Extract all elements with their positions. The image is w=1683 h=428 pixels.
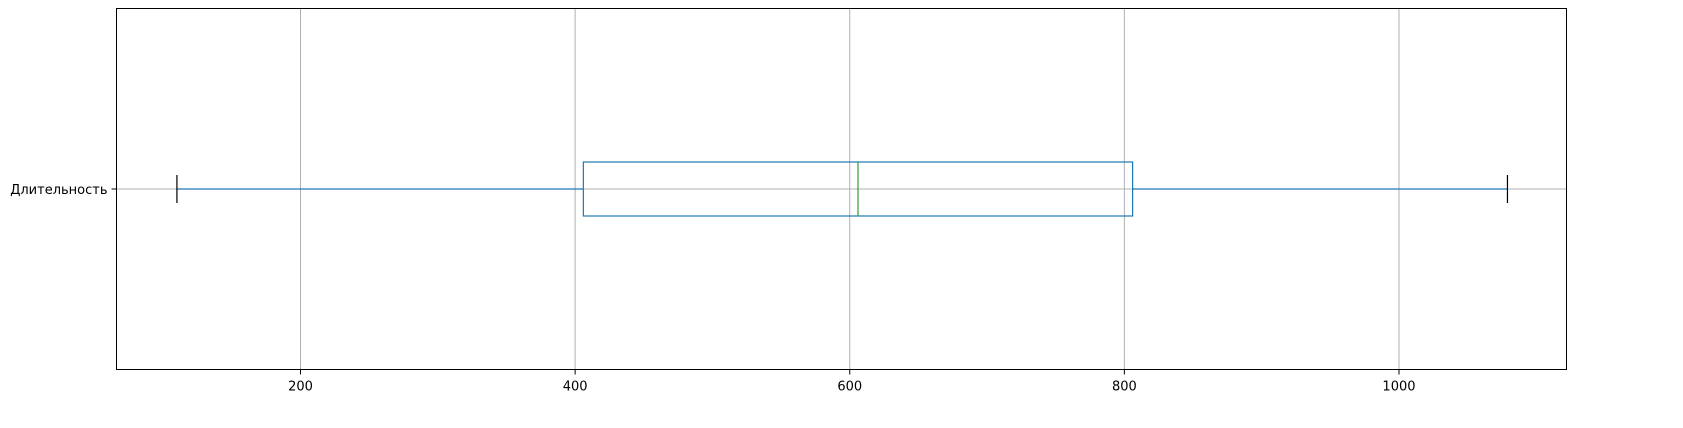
y-axis: Длительность bbox=[10, 183, 117, 198]
x-tick-label: 800 bbox=[1112, 380, 1137, 395]
x-tick-label: 200 bbox=[288, 380, 313, 395]
x-axis: 200 400 600 800 1000 bbox=[288, 369, 1416, 395]
x-tick-label: 600 bbox=[837, 380, 862, 395]
x-tick-label: 400 bbox=[563, 380, 588, 395]
y-category-label: Длительность bbox=[10, 183, 107, 198]
x-tick-label: 1000 bbox=[1382, 380, 1415, 395]
box-marks bbox=[176, 161, 1509, 217]
